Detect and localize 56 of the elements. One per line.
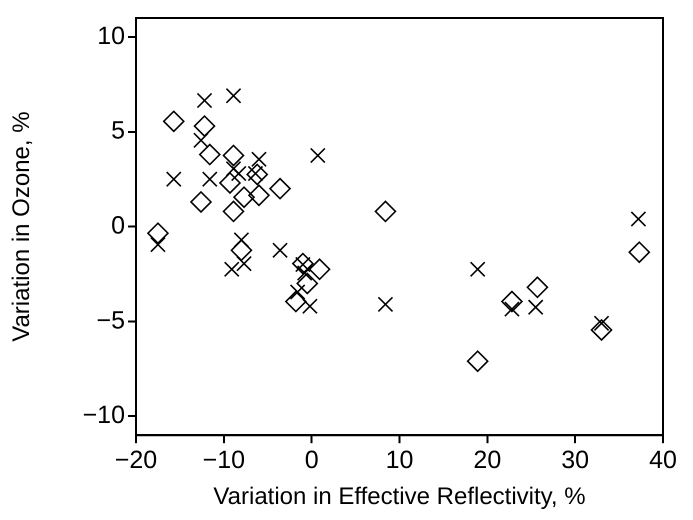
point [190,191,212,213]
y-tick-label: −5 [96,306,125,334]
y-tick-label: 10 [97,22,125,50]
point [526,276,548,298]
point [222,200,244,222]
y-tick-label: −10 [82,401,125,430]
point [296,265,313,281]
point [150,236,166,252]
x-tick-label: 30 [561,446,590,474]
point [285,290,307,312]
point [234,232,250,248]
x-tick-label: 10 [386,446,414,474]
point [226,160,242,177]
point [236,256,252,272]
point [290,284,306,300]
point [302,298,318,314]
point [233,186,255,208]
y-axis-title: Variation in Ozone, % [8,111,36,342]
x-axis-title: Variation in Effective Reflectivity, % [213,483,586,510]
point [226,88,242,104]
point [630,211,646,227]
x-tick-label: 20 [473,446,502,474]
point [162,110,185,132]
point [501,290,523,312]
x-tick-label: 0 [304,446,319,474]
point [224,261,240,278]
point [248,184,270,206]
point [528,299,544,316]
y-tick-label: 0 [111,211,125,240]
point [166,171,182,188]
point [230,240,252,262]
point [196,92,212,108]
y-tick-label: 5 [111,116,125,145]
point [590,319,612,341]
x-tick-label: 40 [649,446,677,474]
x-tick-label: −20 [114,446,158,474]
point [198,144,221,166]
point [470,261,486,278]
point [466,350,488,372]
point [272,242,288,258]
point [378,296,394,312]
point [308,258,330,280]
point [628,241,650,263]
point [193,132,209,148]
point [147,222,169,244]
point [202,171,218,188]
point [292,252,314,274]
point [310,148,326,164]
point [230,166,247,182]
x-tick-label: −10 [202,446,246,474]
point [296,272,318,294]
point [219,172,241,194]
point [269,178,291,200]
point [222,144,244,166]
point [194,115,216,137]
point [374,200,396,222]
